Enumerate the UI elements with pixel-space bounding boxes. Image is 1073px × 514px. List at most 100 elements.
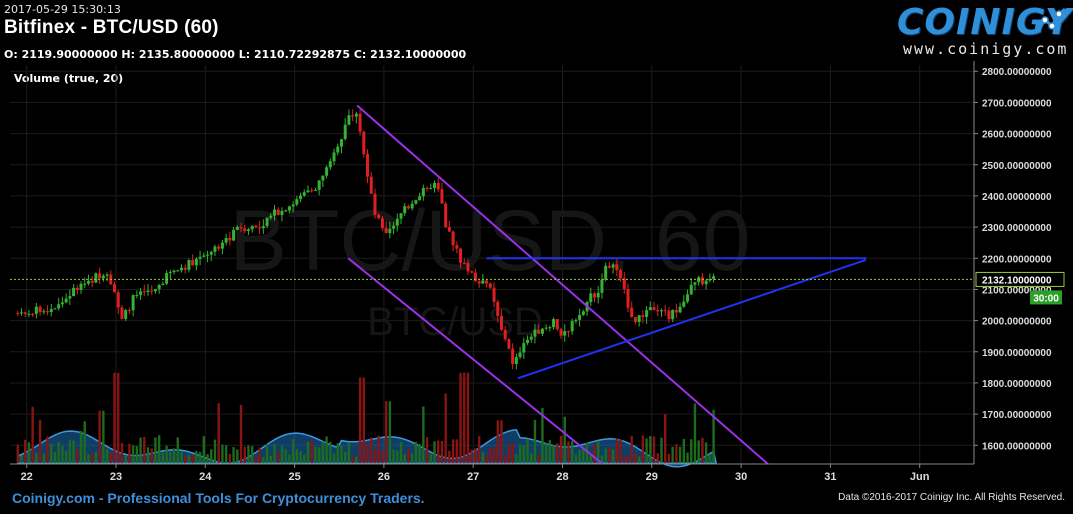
candle-body [485,280,489,284]
volume-bar [124,455,127,463]
candle-body [678,306,682,313]
candle-body [708,278,712,281]
volume-bar [567,441,570,463]
candle-body [351,115,355,117]
candle-body [429,188,433,190]
volume-bar [388,401,392,463]
candle-body [101,275,105,279]
volume-bar [340,445,343,463]
candle-body [645,310,649,317]
candle-body [548,327,552,329]
candle-body [295,199,299,205]
volume-bar [448,450,451,463]
volume-bar [615,438,619,463]
x-tick-label: 30 [735,471,747,483]
trendline-blue [517,258,867,380]
y-tick-label: 1600.00000000 [982,441,1052,452]
volume-bar [232,447,235,463]
y-tick-label: 1700.00000000 [982,410,1052,421]
candle-body [94,273,98,283]
candle-body [366,154,370,177]
y-tick-label: 2000.00000000 [982,317,1052,328]
candle-body [656,309,660,312]
volume-bar [604,448,607,463]
volume-bar [187,454,191,463]
volume-bar [526,438,529,463]
volume-bar [570,441,574,463]
candle-body [555,319,559,330]
x-tick-label: Jun [910,471,930,483]
y-tick-label: 2800.00000000 [982,67,1052,78]
y-tick-label: 1800.00000000 [982,379,1052,390]
volume-bar [16,444,19,463]
candle-body [72,287,76,297]
y-tick-label: 2700.00000000 [982,98,1052,109]
volume-bar [593,443,596,463]
candle-body [235,226,239,230]
candle-body [622,278,626,290]
candle-body [455,245,459,249]
volume-bar [213,439,217,463]
candle-body [674,309,678,313]
candle-body [637,315,641,322]
volume-bar [541,407,544,463]
volume-bar [277,451,280,463]
candle-body [537,329,541,334]
candle-body [321,175,325,181]
volume-bar [24,439,27,463]
candle-body [284,210,288,212]
volume-bar [518,444,522,463]
candle-body [440,189,444,204]
y-tick-label: 2500.00000000 [982,161,1052,172]
footer-tagline[interactable]: Coinigy.com - Professional Tools For Cry… [12,490,425,506]
volume-bar [492,447,496,463]
candle-body [124,310,128,319]
volume-bar [317,447,321,463]
volume-bar [236,449,239,463]
candle-body [165,272,169,284]
candle-body [377,214,381,219]
volume-bar [466,372,470,463]
volume-bar [489,447,492,463]
candle-body [202,255,206,257]
volume-bar [712,409,715,463]
volume-bar [425,436,429,463]
volume-bar [358,377,362,463]
candle-body [418,196,422,201]
x-tick-label: 26 [378,471,390,483]
chart-grid [10,65,974,464]
volume-bar [511,442,514,463]
volume-bar [176,437,179,463]
candle-body [444,203,448,228]
candle-body [276,209,280,215]
candle-body [459,248,463,263]
volume-bar [597,440,600,463]
volume-bar [515,454,518,463]
volume-bar [660,437,663,463]
volume-bar [143,436,146,463]
candle-body [633,317,637,322]
candle-body [559,329,563,336]
volume-bar [295,449,299,463]
volume-bar [284,449,287,463]
candle-body [183,267,187,270]
volume-bar [589,455,592,463]
candle-body [406,206,410,209]
candle-body [53,308,57,310]
volume-bar [273,443,276,463]
candle-body [712,276,716,279]
y-tick-label: 1900.00000000 [982,348,1052,359]
candle-body [325,167,329,176]
watermark-pair: BTC/USD, 60 [230,193,751,289]
candle-body [172,270,176,273]
watermark-pair-small: BTC/USD [367,300,543,344]
volume-bar [120,442,124,463]
volume-bar [403,454,406,463]
volume-bar [463,372,466,463]
volume-bar [355,456,358,463]
x-tick-label: 28 [556,471,568,483]
candle-body [615,264,619,271]
volume-bar [191,454,194,463]
volume-bar [184,455,187,463]
